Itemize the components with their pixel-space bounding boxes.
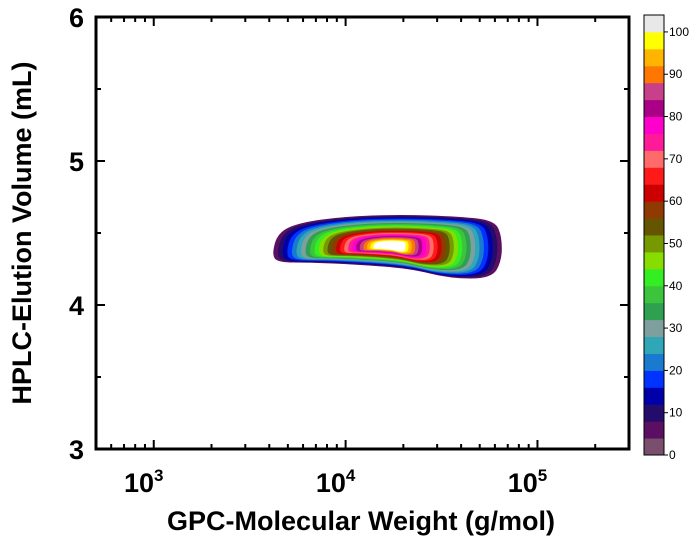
colorbar-swatch bbox=[644, 99, 664, 118]
colorbar-label: 80 bbox=[669, 110, 683, 124]
y-tick-label: 6 bbox=[69, 3, 84, 33]
colorbar-label: 30 bbox=[669, 321, 683, 335]
x-tick-label: 104 bbox=[316, 466, 356, 498]
x-tick-label: 105 bbox=[508, 466, 548, 498]
colorbar-label: 0 bbox=[669, 448, 676, 462]
colorbar-swatch bbox=[644, 235, 664, 253]
y-axis-title: HPLC-Elution Volume (mL) bbox=[7, 62, 37, 405]
colorbar-swatch bbox=[644, 251, 664, 270]
colorbar-swatch bbox=[644, 167, 664, 185]
colorbar-swatch bbox=[644, 15, 664, 33]
colorbar-swatch bbox=[644, 116, 664, 134]
contour-levels bbox=[273, 215, 502, 279]
colorbar-swatch bbox=[644, 201, 664, 219]
colorbar-label: 50 bbox=[669, 236, 683, 250]
colorbar-swatch bbox=[644, 336, 664, 354]
colorbar-label: 40 bbox=[669, 279, 683, 293]
x-tick-label: 103 bbox=[124, 466, 164, 498]
colorbar-label: 20 bbox=[669, 363, 683, 377]
colorbar-label: 70 bbox=[669, 152, 683, 166]
colorbar-swatch bbox=[644, 184, 664, 202]
colorbar-swatch bbox=[644, 302, 664, 321]
colorbar-swatch bbox=[644, 268, 664, 287]
y-tick-label: 5 bbox=[69, 147, 84, 177]
contour-level bbox=[373, 240, 406, 252]
colorbar-swatch bbox=[644, 404, 664, 422]
x-axis-title: GPC-Molecular Weight (g/mol) bbox=[167, 506, 555, 536]
colorbar-label: 10 bbox=[669, 406, 683, 420]
colorbar-swatch bbox=[644, 218, 664, 236]
colorbar-swatch bbox=[644, 319, 664, 338]
colorbar-swatch bbox=[644, 150, 664, 168]
colorbar-swatch bbox=[644, 353, 664, 371]
colorbar-swatch bbox=[644, 438, 664, 456]
y-tick-label: 3 bbox=[69, 435, 84, 465]
colorbar-swatch bbox=[644, 370, 664, 388]
colorbar-swatch bbox=[644, 48, 664, 67]
colorbar-swatch bbox=[644, 133, 664, 151]
colorbar-swatch bbox=[644, 421, 664, 439]
colorbar-swatch bbox=[644, 387, 664, 405]
y-axis: 3 4 5 6 bbox=[69, 3, 629, 465]
colorbar-frame bbox=[643, 14, 665, 456]
y-tick-label: 4 bbox=[69, 291, 84, 321]
colorbar-swatch bbox=[644, 31, 664, 50]
colorbar: 0 10 20 30 40 50 60 70 80 90 100 bbox=[643, 14, 689, 462]
colorbar-swatch bbox=[644, 82, 664, 101]
colorbar-swatch bbox=[644, 285, 664, 304]
colorbar-label: 100 bbox=[669, 25, 689, 39]
x-axis: 103 104 105 bbox=[95, 17, 630, 498]
colorbar-label: 90 bbox=[669, 67, 683, 81]
colorbar-label: 60 bbox=[669, 194, 683, 208]
colorbar-swatch bbox=[644, 65, 664, 84]
